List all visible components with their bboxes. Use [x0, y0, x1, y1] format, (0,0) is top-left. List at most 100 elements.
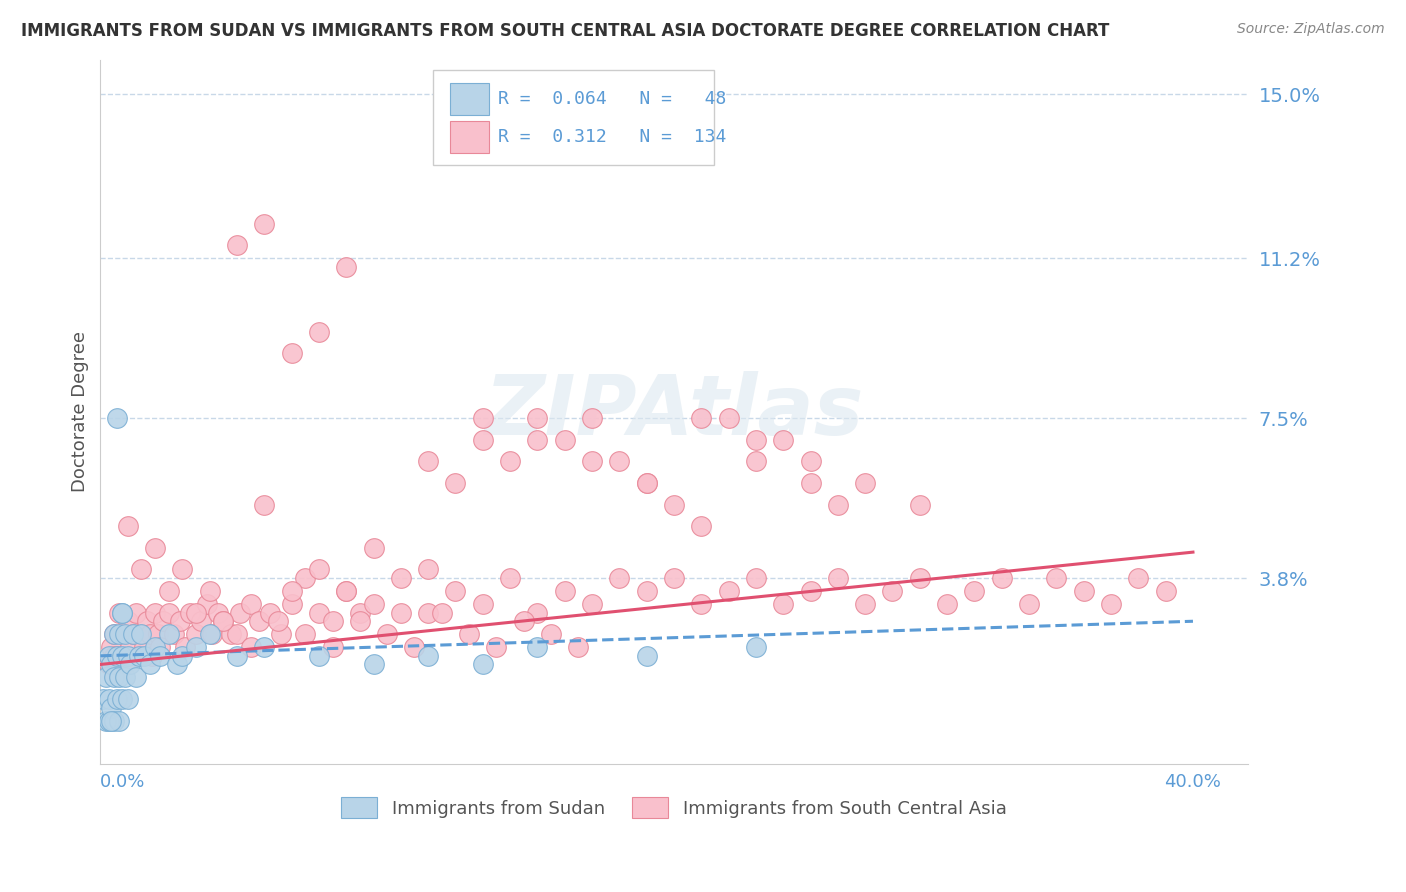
Point — [294, 627, 316, 641]
Point — [149, 640, 172, 655]
Point — [1045, 571, 1067, 585]
Point — [363, 597, 385, 611]
Point — [458, 627, 481, 641]
Text: 0.0%: 0.0% — [100, 772, 146, 791]
Point — [132, 640, 155, 655]
Point — [103, 627, 125, 641]
Point — [117, 614, 139, 628]
FancyBboxPatch shape — [433, 70, 714, 165]
Point — [745, 454, 768, 468]
Point — [690, 519, 713, 533]
Point — [157, 627, 180, 641]
Point — [471, 597, 494, 611]
Point — [125, 606, 148, 620]
Point — [349, 606, 371, 620]
Point — [103, 670, 125, 684]
Point — [717, 411, 740, 425]
Point — [690, 411, 713, 425]
Point — [853, 597, 876, 611]
Point — [308, 648, 330, 663]
Point — [143, 606, 166, 620]
Point — [114, 657, 136, 672]
Point — [239, 640, 262, 655]
Point — [349, 614, 371, 628]
Point — [335, 584, 357, 599]
Point — [499, 454, 522, 468]
Point — [105, 411, 128, 425]
Point — [607, 454, 630, 468]
Point — [908, 571, 931, 585]
Point — [471, 657, 494, 672]
Point — [105, 648, 128, 663]
Point — [936, 597, 959, 611]
Point — [389, 606, 412, 620]
Point — [131, 627, 153, 641]
Point — [259, 606, 281, 620]
Point — [308, 325, 330, 339]
Text: R =  0.064   N =   48: R = 0.064 N = 48 — [499, 90, 727, 108]
Point — [169, 614, 191, 628]
Point — [97, 692, 120, 706]
Point — [114, 627, 136, 641]
Point — [103, 714, 125, 728]
Point — [108, 670, 131, 684]
Point — [117, 692, 139, 706]
Point — [184, 640, 207, 655]
Point — [226, 648, 249, 663]
Point — [97, 714, 120, 728]
Point — [172, 562, 194, 576]
Point — [91, 692, 114, 706]
Point — [141, 648, 163, 663]
Point — [554, 433, 576, 447]
Point — [97, 648, 120, 663]
Point — [280, 346, 302, 360]
Point — [418, 606, 440, 620]
Point — [444, 475, 467, 490]
Point — [122, 627, 145, 641]
Point — [335, 260, 357, 274]
Point — [239, 597, 262, 611]
Point — [253, 217, 276, 231]
Point — [128, 648, 150, 663]
Point — [607, 571, 630, 585]
Point — [1128, 571, 1150, 585]
Point — [226, 238, 249, 252]
Point — [212, 614, 235, 628]
Point — [253, 498, 276, 512]
Point — [308, 562, 330, 576]
Point — [267, 614, 290, 628]
Point — [125, 670, 148, 684]
Point — [114, 670, 136, 684]
Y-axis label: Doctorate Degree: Doctorate Degree — [72, 331, 89, 492]
Point — [636, 475, 658, 490]
Point — [581, 411, 603, 425]
Point — [201, 627, 224, 641]
Point — [172, 648, 194, 663]
Point — [471, 411, 494, 425]
Point — [430, 606, 453, 620]
Point — [108, 714, 131, 728]
Point — [184, 627, 207, 641]
Point — [690, 597, 713, 611]
Point — [179, 606, 201, 620]
Point — [444, 584, 467, 599]
Point — [827, 571, 849, 585]
Point — [745, 433, 768, 447]
Point — [1099, 597, 1122, 611]
Text: IMMIGRANTS FROM SUDAN VS IMMIGRANTS FROM SOUTH CENTRAL ASIA DOCTORATE DEGREE COR: IMMIGRANTS FROM SUDAN VS IMMIGRANTS FROM… — [21, 22, 1109, 40]
Point — [228, 606, 250, 620]
Point — [247, 614, 270, 628]
Point — [717, 584, 740, 599]
Point — [111, 627, 134, 641]
Point — [103, 648, 125, 663]
Point — [138, 627, 160, 641]
Point — [198, 627, 221, 641]
Point — [335, 584, 357, 599]
FancyBboxPatch shape — [450, 83, 489, 115]
Point — [221, 627, 243, 641]
Point — [131, 562, 153, 576]
Point — [157, 584, 180, 599]
Point — [111, 648, 134, 663]
Point — [567, 640, 589, 655]
Point — [1154, 584, 1177, 599]
